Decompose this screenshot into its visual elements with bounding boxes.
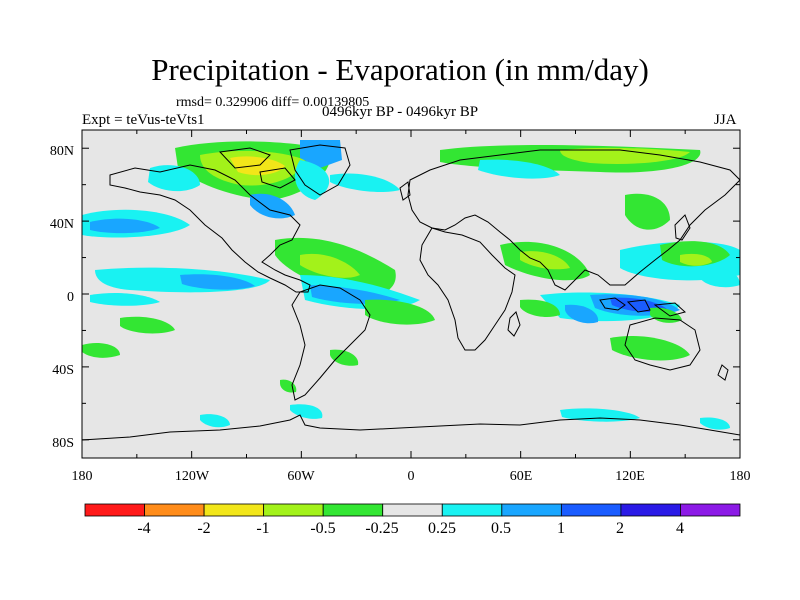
colorbar-label: -0.25	[365, 520, 398, 537]
coastline	[624, 317, 701, 371]
x-tick-label: 180	[730, 469, 751, 484]
x-tick-label: 60E	[510, 469, 533, 484]
colorbar-swatch	[560, 503, 622, 517]
anomaly-region	[700, 417, 730, 430]
anomaly-region	[680, 253, 712, 266]
coastline	[109, 164, 311, 293]
y-tick-label: 40S	[52, 363, 74, 378]
x-tick-label: 60W	[287, 469, 315, 484]
anomaly-region	[90, 292, 160, 306]
colorbar-label: -1	[256, 520, 269, 537]
colorbar-label: 0.25	[428, 520, 456, 537]
anomaly-region	[330, 173, 400, 193]
coastlines	[82, 144, 740, 441]
x-tick-labels: 180 120W 60W 0 60E 120E 180	[72, 469, 751, 484]
anomaly-region	[560, 147, 690, 164]
y-tick-labels: 80N 40N 0 40S 80S	[50, 144, 74, 451]
coastline	[717, 364, 729, 381]
colorbar-swatch	[501, 503, 562, 517]
colorbar-swatch	[441, 503, 503, 517]
coastline	[599, 297, 626, 311]
coastline	[653, 302, 687, 317]
coastline	[674, 214, 691, 241]
anomaly-region	[290, 404, 323, 419]
colorbar	[84, 503, 741, 517]
coastline	[507, 311, 521, 337]
anomaly-region	[520, 299, 560, 318]
colorbar-label: -0.5	[310, 520, 335, 537]
anomaly-region	[625, 193, 670, 230]
colorbar-label: 1	[557, 520, 565, 537]
stats-subtitle: rmsd= 0.329906 diff= 0.00139805	[176, 95, 370, 110]
anomaly-region	[82, 343, 120, 358]
coastline	[407, 149, 740, 291]
colorbar-label: 4	[676, 520, 684, 537]
y-tick-label: 40N	[50, 217, 74, 232]
anomaly-region	[90, 218, 160, 234]
anomaly-region	[478, 159, 560, 179]
colorbar-swatch	[84, 503, 145, 517]
map-title: Precipitation - Evaporation (in mm/day)	[151, 52, 649, 87]
x-tick-label: 120W	[175, 469, 210, 484]
colorbar-swatch	[203, 503, 265, 517]
colorbar-swatch	[263, 503, 324, 517]
anomaly-region	[295, 160, 330, 200]
period-label: 0496kyr BP - 0496kyr BP	[322, 104, 479, 120]
coastline	[291, 284, 371, 401]
colorbar-label: -4	[137, 520, 150, 537]
x-tick-label: 180	[72, 469, 93, 484]
x-tick-label: 120E	[615, 469, 645, 484]
anomaly-region	[660, 241, 730, 267]
coastline	[419, 227, 516, 351]
y-tick-label: 0	[67, 290, 74, 305]
colorbar-swatch	[322, 503, 384, 517]
anomaly-region	[120, 316, 175, 334]
coastline	[82, 414, 740, 441]
anomaly-region	[565, 304, 599, 324]
axis-ticks	[81, 130, 741, 458]
y-tick-label: 80N	[50, 144, 74, 159]
colorbar-swatch	[620, 503, 681, 517]
anomaly-region	[520, 251, 570, 270]
y-tick-label: 80S	[52, 436, 74, 451]
coastline	[259, 167, 296, 189]
colorbar-label: 0.5	[491, 520, 511, 537]
anomaly-region	[610, 335, 690, 361]
anomaly-region	[250, 193, 295, 219]
anomaly-region	[200, 414, 230, 428]
anomaly-region	[310, 285, 400, 304]
colorbar-swatch	[382, 503, 443, 517]
colorbar-swatch	[144, 503, 205, 517]
coastline	[626, 299, 651, 313]
anomaly-region	[700, 268, 740, 288]
anomaly-region	[365, 299, 435, 325]
coastline	[218, 147, 271, 169]
colorbar-labels: -4 -2 -1 -0.5 -0.25 0.25 0.5 1 2 4	[137, 520, 684, 537]
anomaly-region	[330, 349, 359, 366]
x-tick-label: 0	[408, 469, 415, 484]
colorbar-label: 2	[616, 520, 624, 537]
coastline	[289, 144, 351, 196]
anomaly-region	[280, 379, 297, 393]
colorbar-label: -2	[197, 520, 210, 537]
experiment-label: Expt = teVus-teVts1	[82, 112, 205, 128]
anomaly-region	[300, 253, 360, 278]
coastline	[399, 181, 411, 201]
colorbar-swatch	[680, 503, 741, 517]
anomaly-region	[560, 408, 640, 422]
anomaly-region	[180, 274, 255, 290]
season-label: JJA	[714, 112, 737, 128]
